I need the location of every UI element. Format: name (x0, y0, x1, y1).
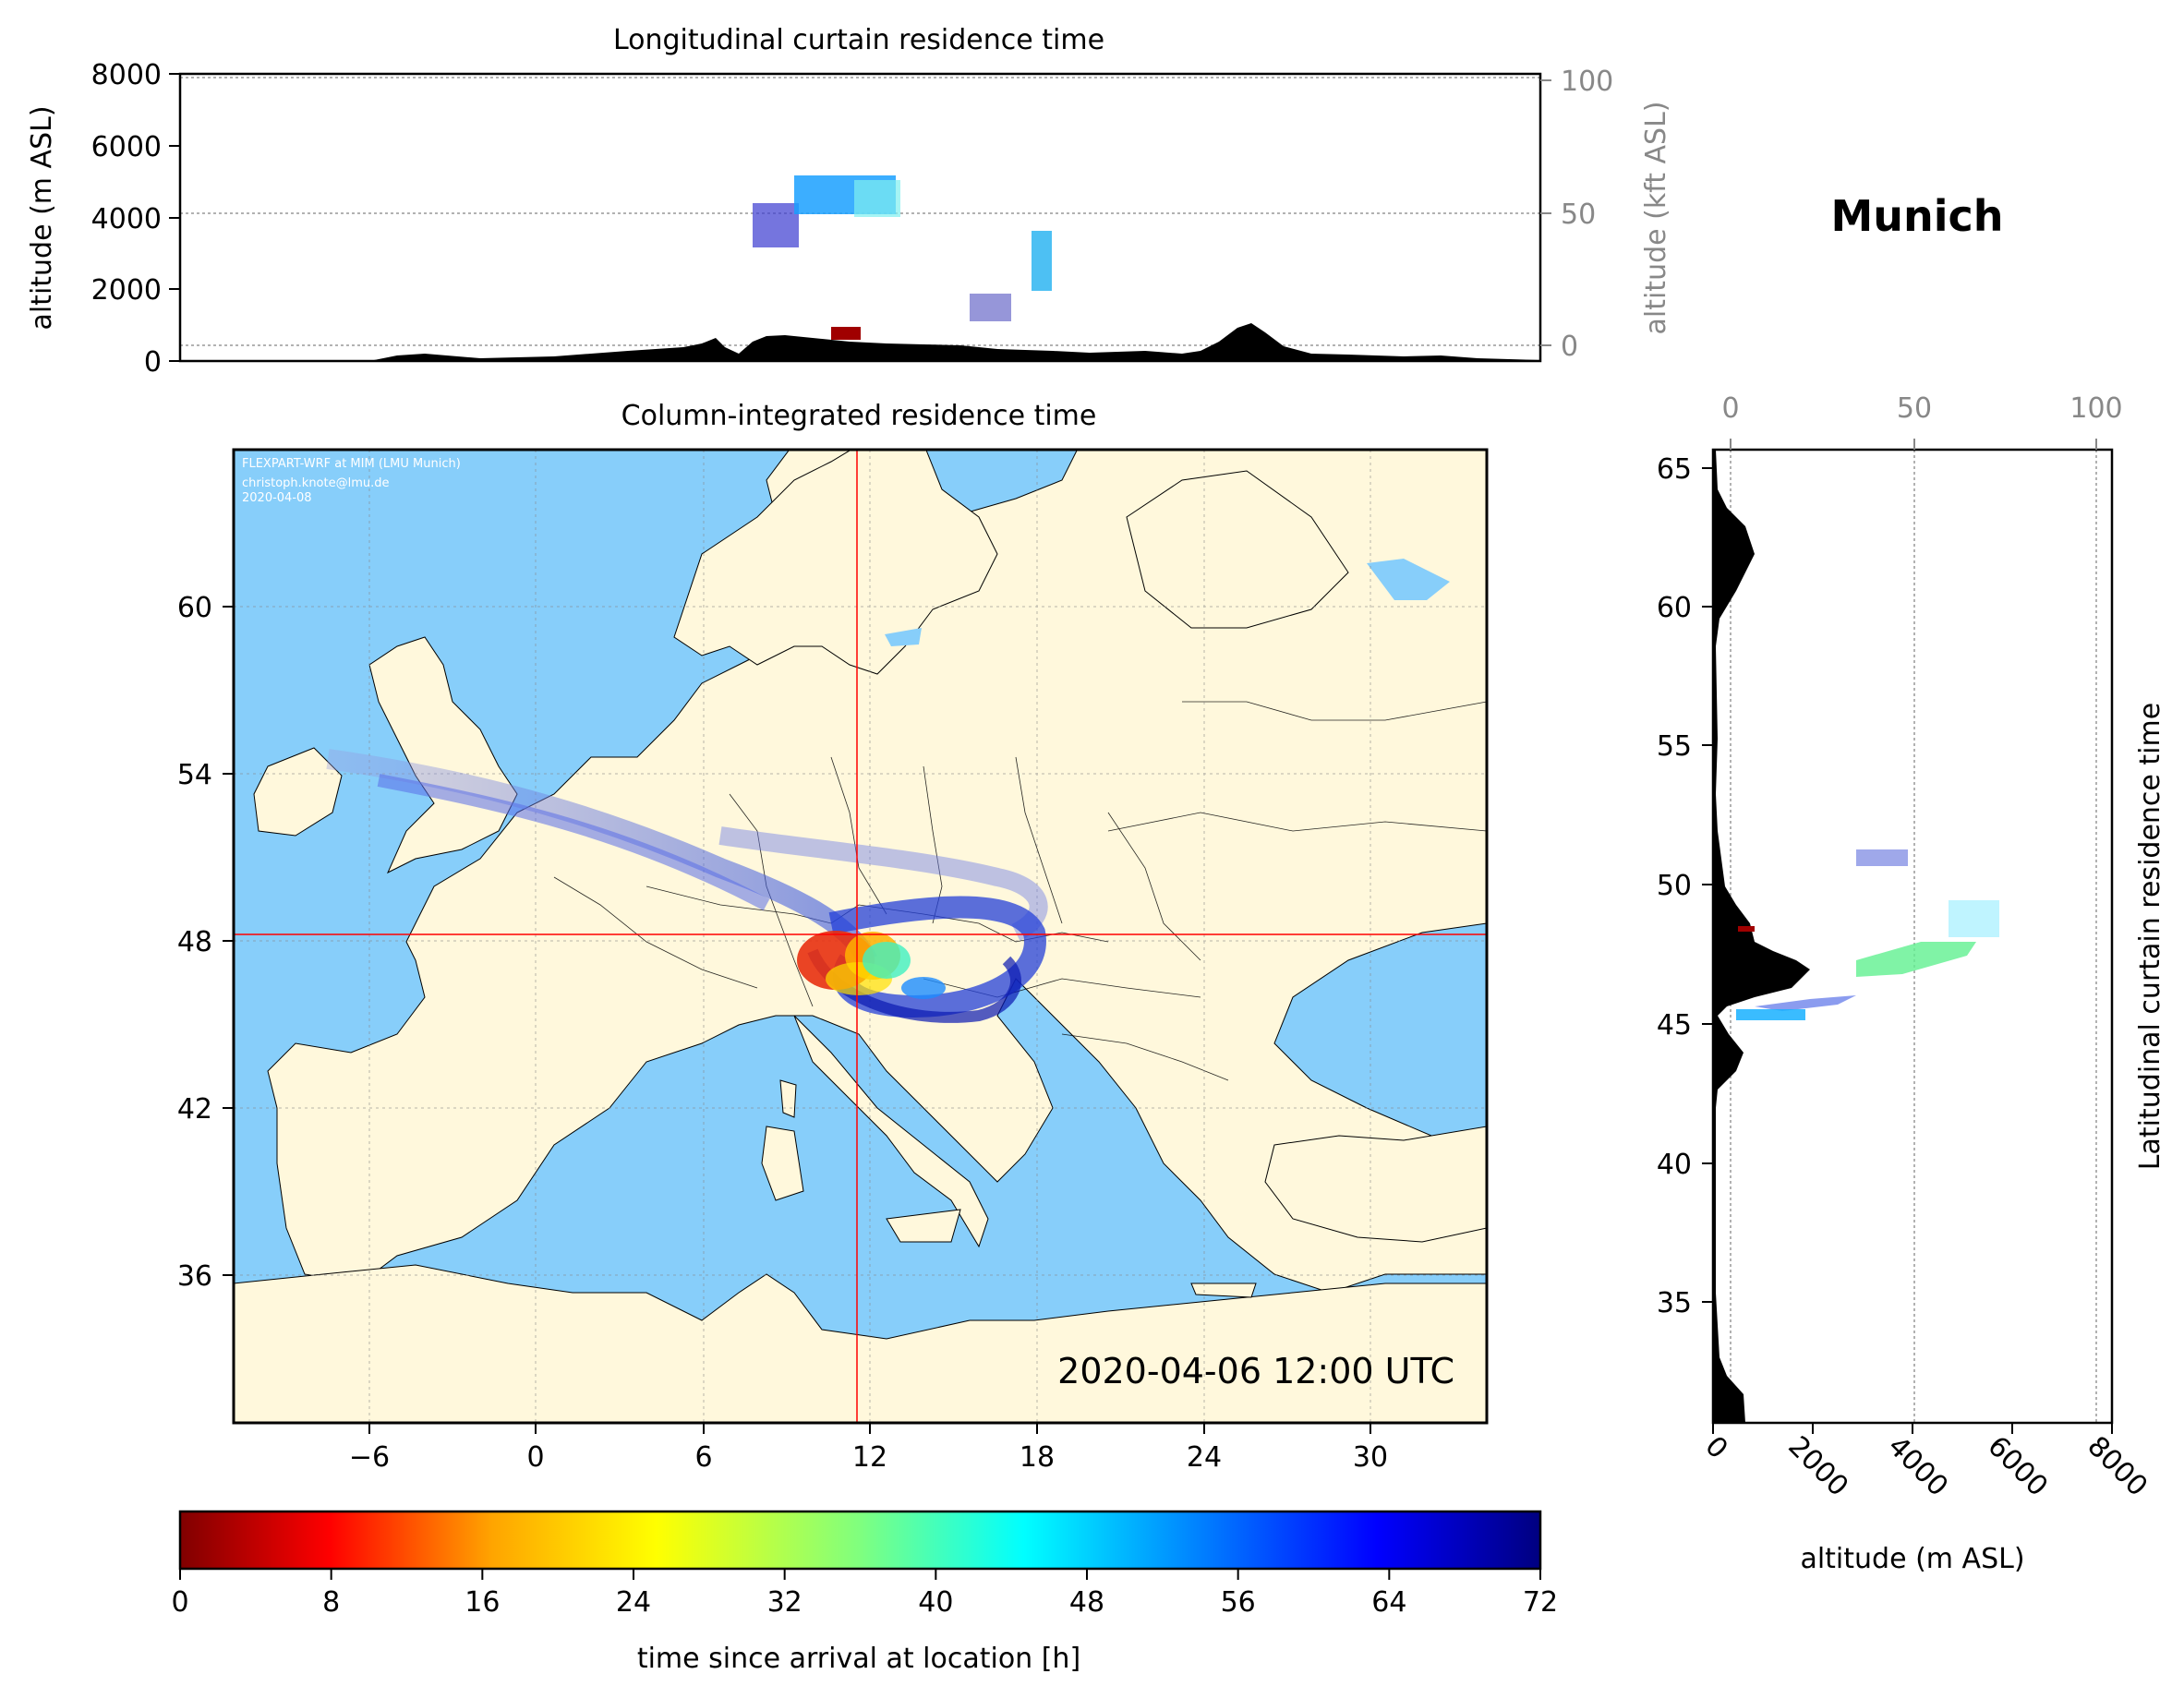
colorbar-tick-label: 16 (465, 1586, 500, 1619)
right-top-tick-label: 100 (2069, 392, 2122, 425)
right-ytick-label: 60 (1657, 592, 1692, 624)
right-xlabel: altitude (m ASL) (1800, 1543, 2024, 1575)
right-bottom-tick-label: 2000 (1781, 1430, 1854, 1503)
top-ytick-label: 4000 (91, 203, 162, 235)
top-right-tick-label: 100 (1561, 66, 1613, 98)
right-grid (1730, 450, 2097, 1423)
map-xtick-label: 12 (852, 1441, 887, 1474)
land-layer (234, 450, 1487, 1423)
map-panel: Column-integrated residence time (177, 400, 1489, 1474)
right-bottom-tick-label: 4000 (1881, 1430, 1954, 1503)
plume-track (718, 826, 1048, 941)
colorbar-tick-label: 48 (1069, 1586, 1104, 1619)
top-axes-frame (178, 72, 1542, 363)
curtain-plume (854, 180, 900, 217)
colorbar-gradient (178, 1510, 1542, 1571)
latitudinal-curtain-panel: 65 60 55 50 45 40 35 0 50 100 0 2000 400… (1657, 392, 2166, 1575)
right-ytick-label: 35 (1657, 1287, 1692, 1319)
location-title: Munich (1830, 191, 2003, 241)
right-ytick-label: 40 (1657, 1149, 1692, 1181)
map-credit-line: christoph.knote@lmu.de (242, 476, 390, 490)
map-ytick-label: 60 (177, 592, 212, 624)
map-credit-line: 2020-04-08 (242, 491, 312, 505)
right-panel-title: Latitudinal curtain residence time (2134, 703, 2166, 1170)
top-ytick-label: 2000 (91, 274, 162, 307)
colorbar-ticks: 0 8 16 24 32 40 48 56 64 72 (171, 1569, 1558, 1619)
right-ytick-label: 50 (1657, 870, 1692, 902)
top-ylabel-left: altitude (m ASL) (26, 105, 58, 330)
top-ytick-label: 0 (144, 346, 162, 379)
right-ytick-label: 55 (1657, 730, 1692, 763)
map-xtick-label: −6 (349, 1441, 390, 1474)
terrain-profile (180, 323, 1540, 361)
top-right-yticks: 0 50 100 (1540, 66, 1613, 363)
map-ytick-label: 42 (177, 1093, 212, 1126)
colorbar-label: time since arrival at location [h] (637, 1643, 1080, 1675)
colorbar-tick-label: 0 (171, 1586, 188, 1619)
residence-plume (326, 749, 1048, 1023)
colorbar: 0 8 16 24 32 40 48 56 64 72 time since arrival at… (171, 1510, 1558, 1675)
curtain-plume (1032, 231, 1052, 291)
colorbar-tick-label: 8 (322, 1586, 340, 1619)
right-ytick-label: 45 (1657, 1009, 1692, 1042)
map-ytick-label: 54 (177, 759, 212, 791)
curtain-plume (1736, 1009, 1805, 1020)
map-ytick-label: 36 (177, 1260, 212, 1293)
curtain-plume (1738, 926, 1755, 932)
map-axes-frame (232, 448, 1489, 1425)
colorbar-tick-label: 24 (616, 1586, 651, 1619)
top-right-tick-label: 0 (1561, 331, 1578, 363)
plume-track (377, 774, 770, 911)
top-panel-title: Longitudinal curtain residence time (613, 24, 1104, 56)
colorbar-tick-label: 72 (1523, 1586, 1558, 1619)
curtain-plume (831, 327, 861, 340)
map-xtick-label: 0 (526, 1441, 544, 1474)
top-left-yticks: 0 2000 4000 6000 8000 (91, 59, 180, 379)
right-axes-frame (1711, 448, 2114, 1425)
right-bottom-xticks: 0 2000 4000 6000 8000 (1698, 1423, 2154, 1503)
curtain-plume (1856, 849, 1908, 866)
top-ytick-label: 6000 (91, 131, 162, 163)
right-top-tick-label: 0 (1721, 392, 1739, 425)
right-bottom-tick-label: 0 (1698, 1430, 1733, 1465)
curtain-plume (1949, 900, 1999, 937)
curtain-plume (1755, 995, 1856, 1011)
map-timestamp: 2020-04-06 12:00 UTC (1057, 1351, 1454, 1391)
top-ylabel-right: altitude (kft ASL) (1640, 101, 1672, 334)
map-xtick-label: 18 (1020, 1441, 1055, 1474)
map-xtick-label: 30 (1353, 1441, 1388, 1474)
right-top-xticks: 0 50 100 (1721, 392, 2123, 450)
terrain-latitude-profile (1713, 450, 1810, 1423)
top-right-tick-label: 50 (1561, 199, 1596, 231)
plume-core-blue (901, 977, 946, 999)
colorbar-tick-label: 56 (1221, 1586, 1256, 1619)
top-ytick-label: 8000 (91, 59, 162, 91)
map-yticks: 60 54 48 42 36 (177, 592, 234, 1293)
colorbar-tick-label: 64 (1371, 1586, 1406, 1619)
right-bottom-tick-label: 8000 (2081, 1430, 2154, 1503)
longitudinal-curtain-panel: Longitudinal curtain residence time 0 20 (26, 24, 1672, 379)
map-credit-line: FLEXPART-WRF at MIM (LMU Munich) (242, 457, 461, 471)
map-xticks: −6 0 6 12 18 24 30 (349, 1423, 1388, 1474)
map-panel-title: Column-integrated residence time (621, 400, 1097, 432)
curtain-plume (753, 203, 799, 247)
plume-core-cyan (863, 942, 911, 979)
curtain-plume (970, 294, 1011, 321)
curtain-plume (1856, 942, 1976, 977)
right-yticks: 65 60 55 50 45 40 35 (1657, 453, 1713, 1319)
right-bottom-tick-label: 6000 (1981, 1430, 2054, 1503)
right-top-tick-label: 50 (1897, 392, 1932, 425)
colorbar-tick-label: 40 (918, 1586, 953, 1619)
right-ytick-label: 65 (1657, 453, 1692, 486)
map-ytick-label: 48 (177, 926, 212, 958)
map-xtick-label: 6 (694, 1441, 712, 1474)
colorbar-tick-label: 32 (767, 1586, 802, 1619)
map-xtick-label: 24 (1187, 1441, 1222, 1474)
